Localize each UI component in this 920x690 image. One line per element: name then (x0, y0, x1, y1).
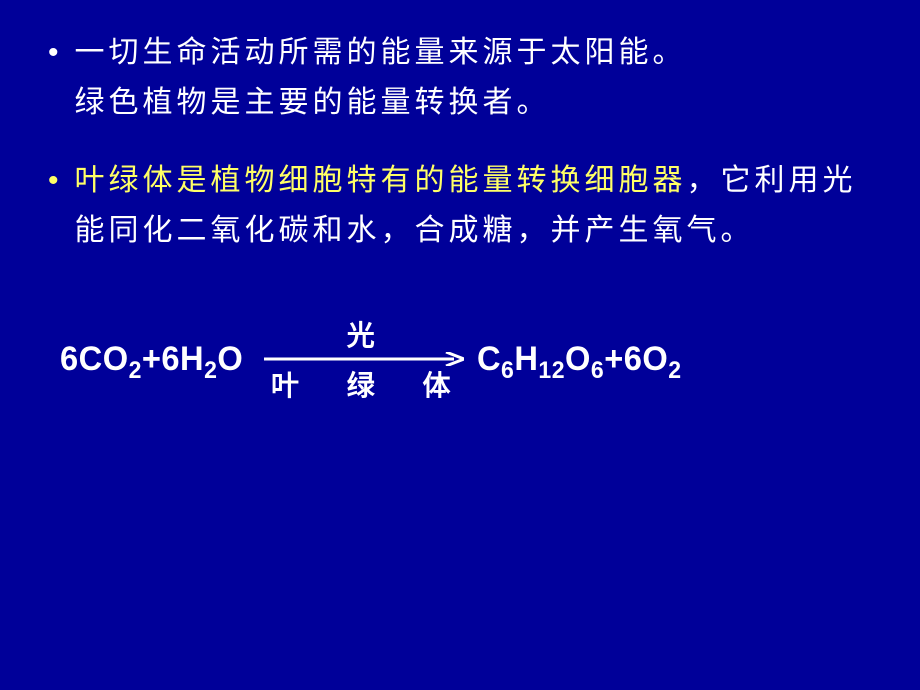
base: CO (79, 340, 129, 378)
bullet1-line1: 一切生命活动所需的能量来源于太阳能。 (75, 36, 687, 69)
arrow-bottom-label: 叶 绿 体 (257, 364, 471, 404)
bullet-item-2: • 叶绿体是植物细胞特有的能量转换细胞器，它利用光能同化二氧化碳和水，合成糖，并… (48, 156, 872, 256)
coef: 6 (60, 340, 79, 378)
sub: 6 (501, 356, 514, 383)
base: O (565, 340, 591, 378)
sub: 2 (204, 356, 217, 383)
bullet-text-2: 叶绿体是植物细胞特有的能量转换细胞器，它利用光能同化二氧化碳和水，合成糖，并产生… (75, 156, 872, 256)
coef: 6 (161, 340, 180, 378)
bullet-dot: • (48, 28, 59, 78)
base: H (180, 340, 204, 378)
base: C (477, 340, 501, 378)
photosynthesis-equation: 6CO2+6H2O 光 叶 绿 体 C6H12O6+6O2 (60, 314, 872, 404)
bullet1-line2: 绿色植物是主要的能量转换者。 (75, 86, 551, 119)
base: H (514, 340, 538, 378)
plus: + (142, 340, 162, 378)
base: O (217, 340, 243, 378)
arrow-top-label: 光 (347, 314, 381, 354)
bullet2-highlight: 叶绿体是植物细胞特有的能量转换细胞器 (75, 164, 687, 197)
equation-right: C6H12O6+6O2 (477, 340, 682, 379)
sub: 12 (538, 356, 565, 383)
reaction-arrow: 光 叶 绿 体 (257, 314, 471, 404)
bullet-text-1: 一切生命活动所需的能量来源于太阳能。 绿色植物是主要的能量转换者。 (75, 28, 687, 128)
base: O (642, 340, 668, 378)
coef: 6 (623, 340, 642, 378)
sub: 2 (668, 356, 681, 383)
bullet-item-1: • 一切生命活动所需的能量来源于太阳能。 绿色植物是主要的能量转换者。 (48, 28, 872, 128)
sub: 2 (129, 356, 142, 383)
bullet-dot: • (48, 156, 59, 206)
sub: 6 (590, 356, 603, 383)
equation-left: 6CO2+6H2O (60, 340, 243, 379)
plus: + (604, 340, 624, 378)
